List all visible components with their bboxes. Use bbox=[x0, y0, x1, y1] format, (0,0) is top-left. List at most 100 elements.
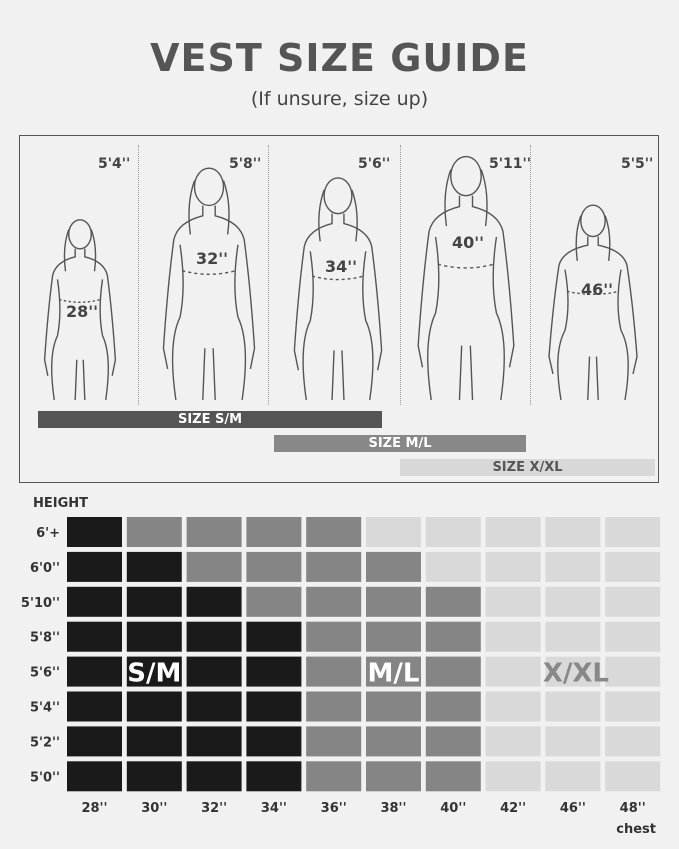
page-title: VEST SIZE GUIDE bbox=[150, 36, 529, 80]
region-label: S/M bbox=[127, 659, 181, 689]
cell-M bbox=[366, 621, 421, 652]
cell-M bbox=[186, 551, 242, 582]
column-label: 32'' bbox=[201, 801, 227, 816]
cell-X bbox=[605, 761, 661, 792]
cell-S bbox=[67, 656, 122, 687]
size-bar-xxl: SIZE X/XL bbox=[400, 459, 655, 476]
cell-X bbox=[545, 726, 601, 757]
row-label: 6'0'' bbox=[30, 561, 60, 576]
cell-S bbox=[186, 761, 242, 792]
row-label: 5'2'' bbox=[30, 735, 60, 750]
cell-S bbox=[246, 761, 302, 792]
model-height: 5'5'' bbox=[621, 156, 654, 172]
cell-M bbox=[246, 517, 302, 547]
cell-X bbox=[545, 517, 601, 547]
region-label: M/L bbox=[368, 659, 420, 689]
cell-S bbox=[186, 726, 242, 757]
cell-X bbox=[485, 656, 541, 687]
cell-X bbox=[545, 656, 601, 687]
cell-X bbox=[605, 517, 661, 547]
cell-S bbox=[246, 726, 302, 757]
cell-S bbox=[67, 726, 122, 757]
column-label: 48'' bbox=[620, 801, 646, 816]
cell-M bbox=[306, 517, 362, 547]
cell-S bbox=[67, 586, 122, 617]
model-chest: 32'' bbox=[196, 249, 229, 268]
divider bbox=[268, 145, 269, 405]
model-chest: 28'' bbox=[66, 302, 99, 321]
cell-S bbox=[126, 761, 182, 792]
cell-X bbox=[545, 761, 601, 792]
cell-M bbox=[306, 761, 362, 792]
cell-M bbox=[306, 621, 362, 652]
cell-M bbox=[186, 517, 242, 547]
y-axis-label: HEIGHT bbox=[33, 496, 88, 511]
cell-X bbox=[605, 551, 661, 582]
cell-X bbox=[425, 551, 481, 582]
model-height: 5'8'' bbox=[229, 156, 262, 172]
cell-X bbox=[425, 517, 481, 547]
cell-M bbox=[366, 726, 421, 757]
cell-M bbox=[425, 586, 481, 617]
column-label: 30'' bbox=[141, 801, 167, 816]
cell-X bbox=[485, 586, 541, 617]
model-chest: 40'' bbox=[452, 233, 485, 252]
cell-S bbox=[67, 691, 122, 722]
model-figure-2 bbox=[162, 167, 256, 401]
model-figure-1 bbox=[43, 219, 117, 401]
row-label: 5'0'' bbox=[30, 770, 60, 785]
cell-X bbox=[485, 761, 541, 792]
cell-S bbox=[126, 656, 182, 687]
cell-S bbox=[67, 551, 122, 582]
x-axis-label: chest bbox=[616, 822, 656, 837]
model-chest: 46'' bbox=[581, 280, 614, 299]
size-bar-ml: SIZE M/L bbox=[274, 435, 526, 452]
cell-M bbox=[366, 586, 421, 617]
model-height: 5'11'' bbox=[489, 156, 532, 172]
row-label: 6'+ bbox=[36, 526, 60, 541]
cell-M bbox=[366, 551, 421, 582]
cell-X bbox=[605, 621, 661, 652]
cell-M bbox=[366, 761, 421, 792]
column-label: 36'' bbox=[321, 801, 347, 816]
cell-S bbox=[186, 691, 242, 722]
cell-M bbox=[306, 691, 362, 722]
divider bbox=[530, 145, 531, 405]
cell-S bbox=[246, 621, 302, 652]
region-label: X/XL bbox=[543, 659, 609, 689]
cell-S bbox=[186, 656, 242, 687]
cell-S bbox=[126, 586, 182, 617]
cell-X bbox=[485, 726, 541, 757]
row-label: 5'8'' bbox=[30, 631, 60, 646]
cell-X bbox=[366, 517, 421, 547]
cell-M bbox=[306, 726, 362, 757]
cell-X bbox=[485, 621, 541, 652]
cell-M bbox=[246, 586, 302, 617]
cell-M bbox=[306, 656, 362, 687]
divider bbox=[400, 145, 401, 405]
cell-S bbox=[246, 656, 302, 687]
cell-M bbox=[425, 621, 481, 652]
cell-M bbox=[366, 656, 421, 687]
model-figure-4 bbox=[417, 155, 515, 401]
cell-S bbox=[67, 517, 122, 547]
model-figure-5 bbox=[548, 204, 638, 401]
cell-X bbox=[605, 586, 661, 617]
cell-S bbox=[126, 691, 182, 722]
model-figure-3 bbox=[293, 177, 383, 401]
column-label: 38'' bbox=[380, 801, 406, 816]
cell-M bbox=[366, 691, 421, 722]
cell-S bbox=[246, 691, 302, 722]
cell-M bbox=[306, 551, 362, 582]
cell-X bbox=[605, 656, 661, 687]
cell-S bbox=[126, 621, 182, 652]
column-label: 28'' bbox=[81, 801, 107, 816]
cell-S bbox=[67, 761, 122, 792]
column-label: 42'' bbox=[500, 801, 526, 816]
cell-M bbox=[425, 656, 481, 687]
cell-M bbox=[306, 586, 362, 617]
column-label: 34'' bbox=[261, 801, 287, 816]
cell-M bbox=[425, 691, 481, 722]
model-height: 5'4'' bbox=[98, 156, 131, 172]
